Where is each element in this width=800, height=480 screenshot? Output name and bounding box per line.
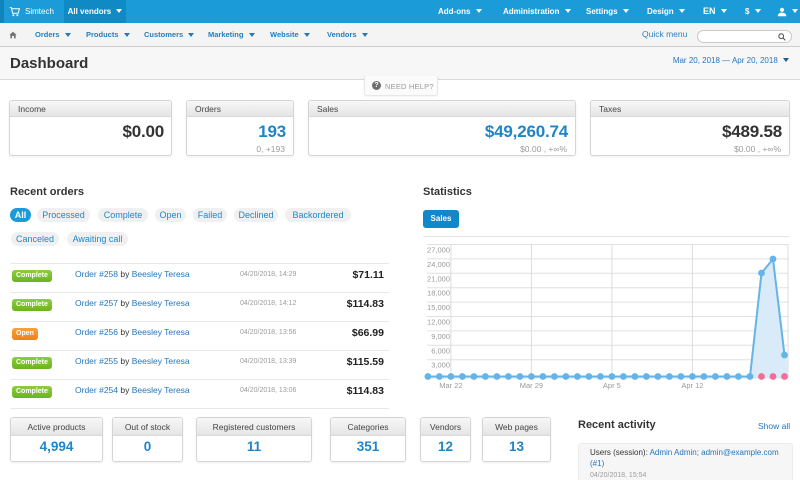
svg-text:12,000: 12,000 <box>427 318 450 327</box>
svg-text:Mar 29: Mar 29 <box>520 381 543 390</box>
svg-text:Apr 12: Apr 12 <box>681 381 703 390</box>
svg-text:9,000: 9,000 <box>431 332 450 341</box>
svg-text:3,000: 3,000 <box>431 361 450 370</box>
svg-text:18,000: 18,000 <box>427 289 450 298</box>
svg-text:6,000: 6,000 <box>431 346 450 355</box>
svg-text:24,000: 24,000 <box>427 260 450 269</box>
svg-text:15,000: 15,000 <box>427 303 450 312</box>
svg-text:Apr 5: Apr 5 <box>603 381 621 390</box>
svg-text:27,000: 27,000 <box>427 246 450 255</box>
svg-text:21,000: 21,000 <box>427 274 450 283</box>
svg-text:Mar 22: Mar 22 <box>439 381 462 390</box>
